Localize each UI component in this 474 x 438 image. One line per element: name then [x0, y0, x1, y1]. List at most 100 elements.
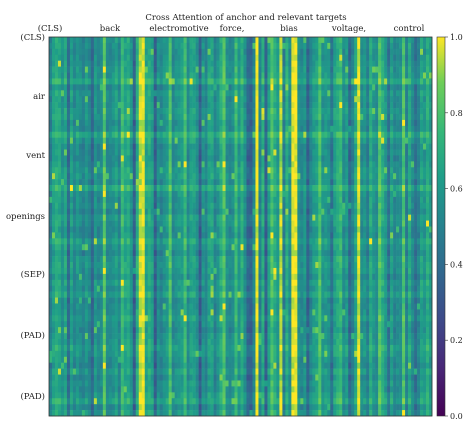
heatmap-cell — [279, 380, 283, 387]
heatmap-cell — [90, 315, 95, 322]
heatmap-cell — [105, 54, 110, 61]
heatmap-cell — [159, 262, 163, 269]
heatmap-cell — [243, 362, 247, 369]
heatmap-cell — [162, 368, 166, 375]
heatmap-cell — [264, 250, 268, 257]
heatmap-cell — [87, 108, 92, 115]
heatmap-cell — [129, 398, 134, 405]
heatmap-cell — [129, 143, 134, 150]
heatmap-cell — [213, 42, 217, 50]
heatmap-cell — [252, 368, 256, 375]
heatmap-cell — [102, 374, 107, 381]
heatmap-cell — [87, 60, 92, 67]
heatmap-cell — [120, 344, 125, 352]
heatmap-cell — [222, 256, 226, 263]
heatmap-cell — [81, 309, 86, 316]
heatmap-cell — [60, 125, 65, 133]
heatmap-cell — [84, 279, 89, 287]
heatmap-cell — [255, 149, 259, 156]
heatmap-cell — [243, 309, 247, 316]
heatmap-cell — [84, 226, 89, 233]
heatmap-cell — [270, 380, 274, 387]
heatmap-cell — [273, 244, 277, 251]
heatmap-cell — [63, 356, 68, 363]
heatmap-cell — [186, 392, 190, 399]
heatmap-cell — [255, 125, 259, 133]
heatmap-cell — [159, 173, 163, 180]
heatmap-cell — [177, 386, 181, 393]
heatmap-cell — [243, 173, 247, 180]
heatmap-cell — [150, 108, 155, 115]
heatmap-cell — [198, 356, 202, 363]
heatmap-cell — [210, 54, 214, 61]
heatmap-cell — [81, 155, 86, 162]
heatmap-cell — [246, 327, 250, 334]
heatmap-cell — [57, 303, 62, 310]
heatmap-cell — [177, 333, 181, 340]
heatmap-cell — [240, 214, 244, 221]
heatmap-cell — [120, 208, 125, 215]
heatmap-cell — [156, 368, 161, 375]
heatmap-cell — [225, 190, 229, 198]
heatmap-cell — [159, 380, 163, 387]
heatmap-cell — [282, 37, 286, 44]
heatmap-cell — [120, 291, 125, 298]
heatmap-cell — [177, 214, 181, 221]
heatmap-cell — [171, 238, 175, 245]
heatmap-cell — [120, 398, 125, 405]
heatmap-cell — [261, 297, 265, 304]
heatmap-cell — [126, 386, 131, 393]
heatmap-cell — [78, 386, 83, 393]
heatmap-cell — [54, 279, 59, 287]
heatmap-cell — [150, 66, 155, 73]
heatmap-cell — [225, 119, 229, 127]
heatmap-cell — [240, 398, 244, 405]
heatmap-cell — [252, 119, 256, 127]
heatmap-cell — [144, 179, 149, 186]
heatmap-cell — [270, 285, 274, 292]
heatmap-cell — [168, 321, 172, 328]
heatmap-cell — [99, 37, 104, 44]
heatmap-cell — [165, 232, 169, 239]
heatmap-cell — [156, 72, 161, 79]
heatmap-cell — [159, 256, 163, 263]
heatmap-cell — [189, 291, 193, 298]
heatmap-cell — [198, 250, 202, 257]
heatmap-cell — [231, 90, 235, 97]
heatmap-cell — [246, 54, 250, 61]
heatmap-cell — [207, 48, 211, 56]
heatmap-cell — [270, 362, 274, 369]
heatmap-cell — [249, 131, 253, 138]
heatmap-cell — [99, 386, 104, 393]
heatmap-cell — [102, 250, 107, 257]
heatmap-cell — [225, 60, 229, 67]
heatmap-cell — [213, 84, 217, 91]
heatmap-cell — [189, 149, 193, 156]
heatmap-cell — [228, 398, 232, 405]
heatmap-cell — [237, 315, 241, 322]
heatmap-cell — [270, 119, 274, 127]
heatmap-cell — [234, 155, 238, 162]
heatmap-cell — [54, 327, 59, 334]
heatmap-cell — [126, 90, 131, 97]
heatmap-cell — [132, 297, 137, 304]
heatmap-cell — [84, 386, 89, 393]
heatmap-cell — [255, 309, 259, 316]
heatmap-cell — [132, 333, 137, 340]
heatmap-cell — [276, 356, 280, 363]
heatmap-cell — [159, 90, 163, 97]
heatmap-cell — [63, 262, 68, 269]
heatmap-cell — [66, 72, 71, 79]
heatmap-cell — [78, 108, 83, 115]
heatmap-cell — [225, 315, 229, 322]
heatmap-cell — [90, 54, 95, 61]
heatmap-cell — [276, 339, 280, 346]
heatmap-cell — [264, 143, 268, 150]
heatmap-cell — [216, 279, 220, 287]
heatmap-cell — [249, 374, 253, 381]
heatmap-cell — [123, 315, 128, 322]
heatmap-cell — [81, 102, 86, 109]
heatmap-cell — [147, 125, 152, 133]
heatmap-cell — [57, 273, 62, 281]
heatmap-cell — [201, 404, 205, 411]
